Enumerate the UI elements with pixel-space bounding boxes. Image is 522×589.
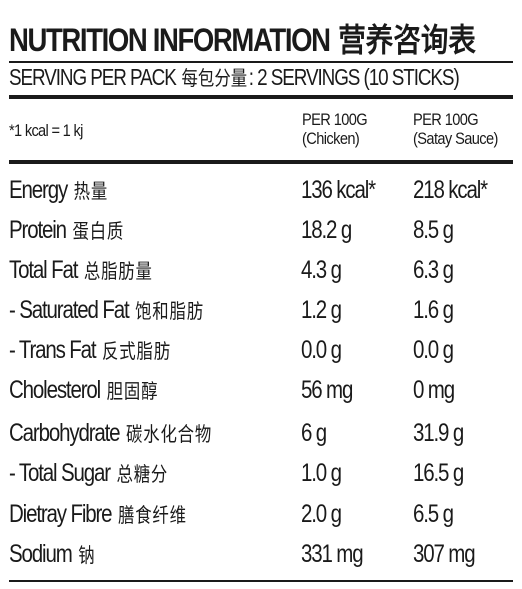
table-row: Energy 热量 136 kcal* 218 kcal* bbox=[9, 170, 513, 210]
title-divider bbox=[9, 61, 513, 63]
serving-value: : 2 SERVINGS (10 STICKS) bbox=[248, 64, 460, 90]
nutrient-name-chinese: 钠 bbox=[78, 543, 96, 567]
bottom-divider bbox=[9, 580, 513, 582]
nutrient-name: Dietray Fibre bbox=[9, 500, 113, 528]
title-english: NUTRITION INFORMATION bbox=[9, 22, 331, 58]
chicken-value: 18.2 g bbox=[301, 216, 352, 244]
table-row: Protein 蛋白质 18.2 g 8.5 g bbox=[9, 210, 513, 250]
nutrient-name: Total Fat bbox=[9, 256, 78, 284]
sauce-value: 218 kcal* bbox=[413, 176, 488, 204]
column-header-line: (Satay Sauce) bbox=[413, 129, 498, 148]
nutrient-name-chinese: 总糖分 bbox=[116, 462, 169, 486]
nutrient-label: Protein 蛋白质 bbox=[9, 210, 124, 250]
table-row: Dietray Fibre 膳食纤维 2.0 g 6.5 g bbox=[9, 494, 513, 534]
column-header-sauce: PER 100G (Satay Sauce) bbox=[413, 110, 498, 148]
table-row: Carbohydrate 碳水化合物 6 g 31.9 g bbox=[9, 413, 513, 453]
nutrient-label: - Trans Fat 反式脂肪 bbox=[9, 330, 171, 370]
nutrient-name: - Total Sugar bbox=[9, 459, 111, 487]
energy-conversion-note: *1 kcal = 1 kj bbox=[9, 121, 83, 140]
nutrient-name-chinese: 碳水化合物 bbox=[126, 422, 213, 446]
chicken-value: 4.3 g bbox=[301, 256, 342, 284]
nutrient-label: Cholesterol 胆固醇 bbox=[9, 370, 158, 410]
chicken-value: 1.0 g bbox=[301, 459, 342, 487]
chicken-value: 0.0 g bbox=[301, 336, 342, 364]
sauce-value: 0.0 g bbox=[413, 336, 454, 364]
table-row: Cholesterol 胆固醇 56 mg 0 mg bbox=[9, 370, 513, 410]
nutrient-label: Carbohydrate 碳水化合物 bbox=[9, 413, 212, 453]
nutrient-name-chinese: 蛋白质 bbox=[72, 219, 125, 243]
column-header-line: PER 100G bbox=[302, 110, 368, 129]
title-chinese: 营养咨询表 bbox=[338, 22, 476, 58]
page-title: NUTRITION INFORMATION 营养咨询表 bbox=[9, 22, 476, 58]
serving-info: SERVING PER PACK 每包分量: 2 SERVINGS (10 ST… bbox=[9, 63, 460, 91]
table-row: Sodium 钠 331 mg 307 mg bbox=[9, 534, 513, 574]
nutrient-label: - Total Sugar 总糖分 bbox=[9, 453, 168, 493]
nutrient-label: - Saturated Fat 饱和脂肪 bbox=[9, 290, 204, 330]
nutrient-name-chinese: 膳食纤维 bbox=[117, 503, 187, 527]
serving-label-english: SERVING PER PACK bbox=[9, 64, 177, 90]
nutrient-label: Energy 热量 bbox=[9, 170, 108, 210]
chicken-value: 6 g bbox=[301, 419, 327, 447]
nutrient-name: Energy bbox=[9, 176, 68, 204]
column-header-line: (Chicken) bbox=[302, 129, 360, 148]
sauce-value: 1.6 g bbox=[413, 296, 454, 324]
nutrient-name-chinese: 饱和脂肪 bbox=[135, 299, 204, 323]
nutrient-name-chinese: 总脂肪量 bbox=[83, 259, 153, 283]
table-row: - Saturated Fat 饱和脂肪 1.2 g 1.6 g bbox=[9, 290, 513, 330]
nutrient-name-chinese: 反式脂肪 bbox=[102, 339, 171, 363]
table-header-divider bbox=[9, 160, 513, 164]
serving-label-chinese: 每包分量 bbox=[181, 66, 248, 90]
chicken-value: 136 kcal* bbox=[301, 176, 376, 204]
chicken-value: 331 mg bbox=[301, 540, 364, 568]
sauce-value: 0 mg bbox=[413, 376, 455, 404]
nutrient-name: Sodium bbox=[9, 540, 73, 568]
sauce-value: 16.5 g bbox=[413, 459, 464, 487]
sauce-value: 307 mg bbox=[413, 540, 476, 568]
header-divider bbox=[9, 95, 513, 99]
nutrient-label: Dietray Fibre 膳食纤维 bbox=[9, 494, 187, 534]
chicken-value: 56 mg bbox=[301, 376, 353, 404]
chicken-value: 2.0 g bbox=[301, 500, 342, 528]
nutrient-name: - Trans Fat bbox=[9, 336, 97, 364]
sauce-value: 31.9 g bbox=[413, 419, 464, 447]
nutrient-label: Total Fat 总脂肪量 bbox=[9, 250, 153, 290]
table-row: - Total Sugar 总糖分 1.0 g 16.5 g bbox=[9, 453, 513, 493]
column-header-line: PER 100G bbox=[413, 110, 479, 129]
nutrient-name-chinese: 胆固醇 bbox=[106, 379, 159, 403]
column-header-chicken: PER 100G (Chicken) bbox=[302, 110, 368, 148]
sauce-value: 6.3 g bbox=[413, 256, 454, 284]
nutrient-name: - Saturated Fat bbox=[9, 296, 130, 324]
sauce-value: 8.5 g bbox=[413, 216, 454, 244]
chicken-value: 1.2 g bbox=[301, 296, 342, 324]
nutrient-name: Protein bbox=[9, 216, 67, 244]
sauce-value: 6.5 g bbox=[413, 500, 454, 528]
table-row: Total Fat 总脂肪量 4.3 g 6.3 g bbox=[9, 250, 513, 290]
nutrient-label: Sodium 钠 bbox=[9, 534, 95, 574]
table-row: - Trans Fat 反式脂肪 0.0 g 0.0 g bbox=[9, 330, 513, 370]
nutrient-name: Cholesterol bbox=[9, 376, 101, 404]
nutrient-name-chinese: 热量 bbox=[73, 179, 109, 203]
nutrient-name: Carbohydrate bbox=[9, 419, 121, 447]
nutrition-panel: NUTRITION INFORMATION 营养咨询表 SERVING PER P… bbox=[9, 0, 513, 589]
